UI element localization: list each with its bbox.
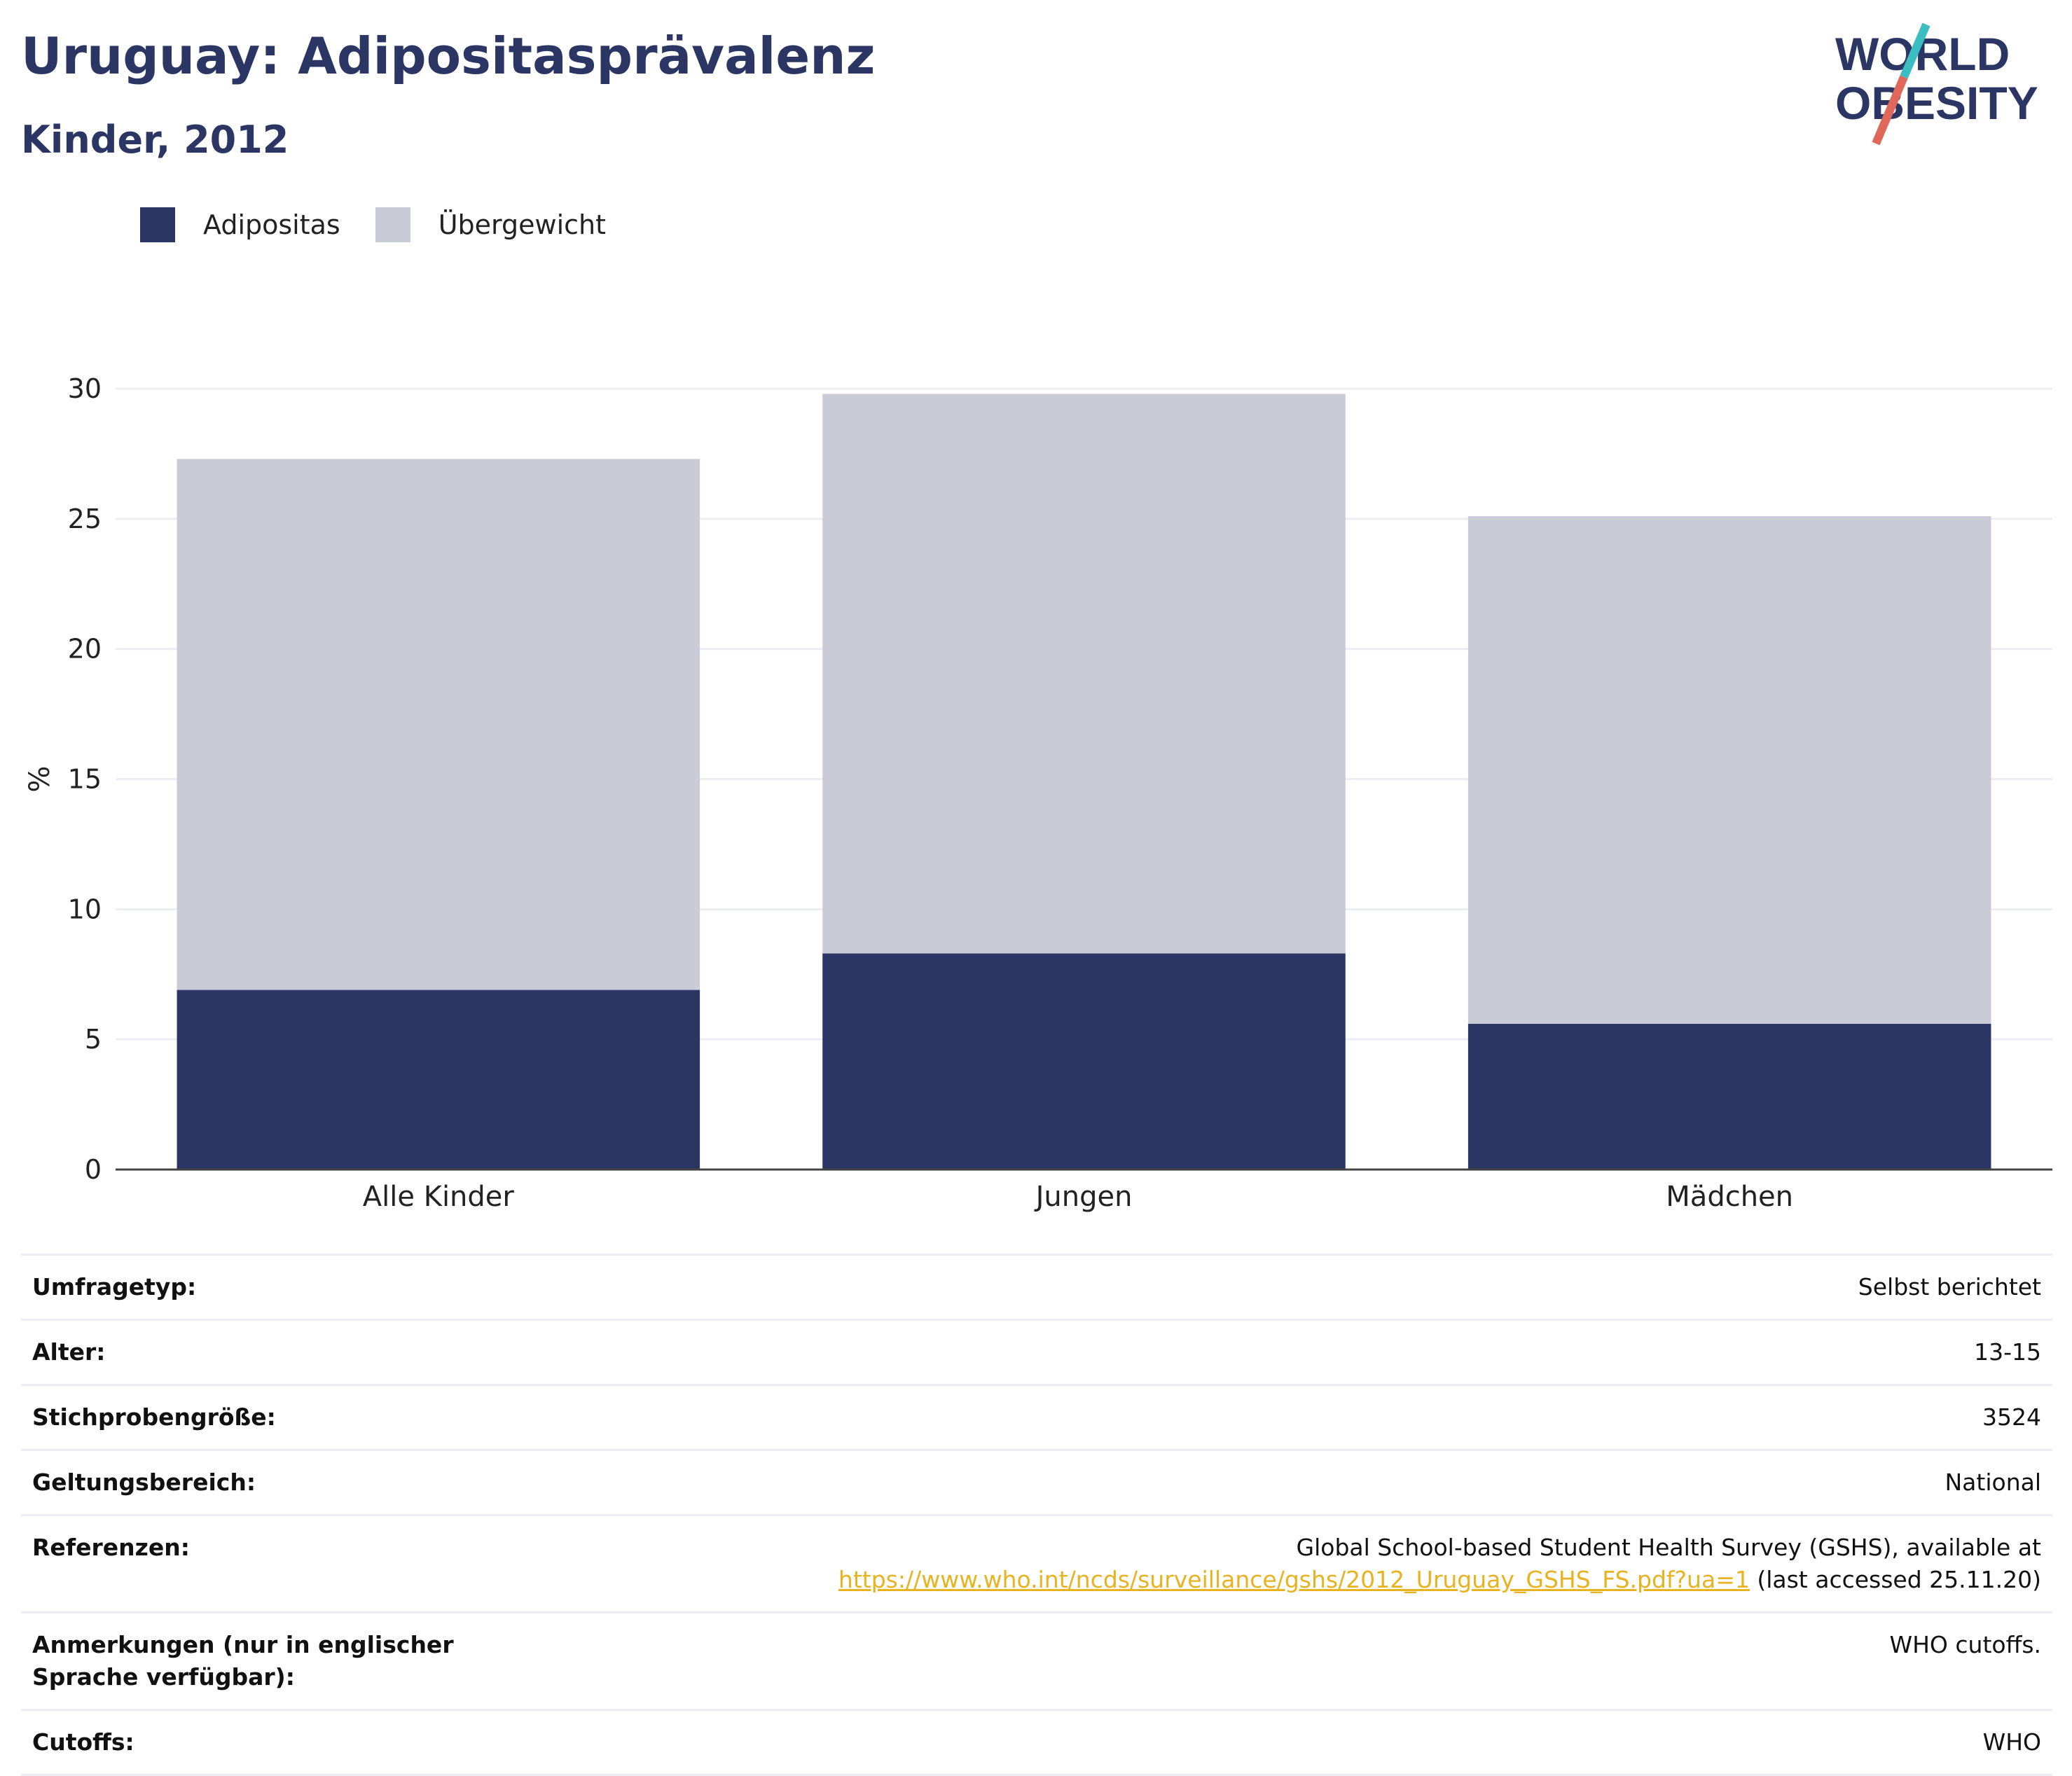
- y-tick-label: 15: [68, 764, 102, 795]
- chart-title: Uruguay: Adipositasprävalenz: [21, 27, 876, 85]
- chart-subtitle: Kinder, 2012: [21, 118, 289, 162]
- info-table: Umfragetyp: Selbst berichtet Alter: 13-1…: [21, 1254, 2052, 1776]
- logo-slash-bottom: [1872, 75, 1908, 146]
- x-tick-label: Mädchen: [1666, 1181, 1793, 1213]
- legend-item-adipositas[interactable]: Adipositas: [140, 207, 340, 242]
- info-key: Umfragetyp:: [32, 1273, 197, 1300]
- reference-text: Global School-based Student Health Surve…: [1296, 1534, 2041, 1561]
- info-key: Geltungsbereich:: [32, 1469, 256, 1496]
- info-value: National: [1945, 1469, 2041, 1496]
- logo-line2: OBESITY: [1835, 77, 2038, 129]
- y-tick-label: 0: [85, 1154, 102, 1185]
- logo-slash-top: [1900, 22, 1931, 79]
- legend-swatch-adipositas: [140, 207, 175, 242]
- info-key: Stichprobengröße:: [32, 1403, 276, 1431]
- y-tick-label: 25: [68, 504, 102, 534]
- y-tick-label: 5: [85, 1024, 102, 1055]
- info-row-anmerkungen: Anmerkungen (nur in englischer Sprache v…: [21, 1611, 2052, 1709]
- x-tick-label: Alle Kinder: [363, 1181, 515, 1213]
- y-axis-label: %: [24, 765, 56, 792]
- info-row-umfragetyp: Umfragetyp: Selbst berichtet: [21, 1254, 2052, 1319]
- y-tick-label: 30: [68, 373, 102, 404]
- info-value: WHO cutoffs.: [1889, 1631, 2041, 1658]
- info-value: Selbst berichtet: [1858, 1273, 2041, 1300]
- info-key: Referenzen:: [32, 1534, 190, 1561]
- bar-adipositas: [1467, 1023, 1991, 1170]
- legend-label-adipositas: Adipositas: [203, 209, 340, 240]
- info-row-referenzen: Referenzen: Global School-based Student …: [21, 1514, 2052, 1611]
- x-tick-label: Jungen: [1034, 1181, 1133, 1213]
- info-row-alter: Alter: 13-15: [21, 1319, 2052, 1384]
- bar-adipositas: [822, 953, 1346, 1170]
- bar-adipositas: [177, 990, 700, 1170]
- world-obesity-logo: WORLD OBESITY: [1835, 22, 2038, 146]
- info-value: 13-15: [1974, 1338, 2041, 1366]
- legend-label-uebergewicht: Übergewicht: [438, 209, 606, 240]
- reference-link[interactable]: https://www.who.int/ncds/surveillance/gs…: [838, 1566, 1750, 1593]
- info-key: Alter:: [32, 1338, 106, 1366]
- legend-item-uebergewicht[interactable]: Übergewicht: [375, 207, 606, 242]
- y-tick-label: 10: [68, 894, 102, 924]
- legend-swatch-uebergewicht: [375, 207, 410, 242]
- bar-uebergewicht: [177, 459, 700, 990]
- info-key: Anmerkungen (nur in englischer Sprache v…: [32, 1631, 454, 1691]
- bar-uebergewicht: [822, 394, 1346, 954]
- info-value: 3524: [1982, 1403, 2041, 1431]
- reference-suffix: (last accessed 25.11.20): [1749, 1566, 2041, 1593]
- info-value: Global School-based Student Health Surve…: [838, 1532, 2041, 1596]
- bar-uebergewicht: [1467, 516, 1991, 1024]
- bar-chart: 0 5 10 15 20 25 30% Alle Kinder Jungen Mädchen: [24, 373, 2052, 1213]
- info-row-geltungsbereich: Geltungsbereich: National: [21, 1449, 2052, 1514]
- info-key: Cutoffs:: [32, 1728, 134, 1756]
- legend: Adipositas Übergewicht: [140, 207, 641, 242]
- info-row-cutoffs: Cutoffs: WHO: [21, 1709, 2052, 1776]
- y-tick-label: 20: [68, 634, 102, 665]
- info-row-stichprobe: Stichprobengröße: 3524: [21, 1384, 2052, 1449]
- info-value: WHO: [1982, 1728, 2041, 1756]
